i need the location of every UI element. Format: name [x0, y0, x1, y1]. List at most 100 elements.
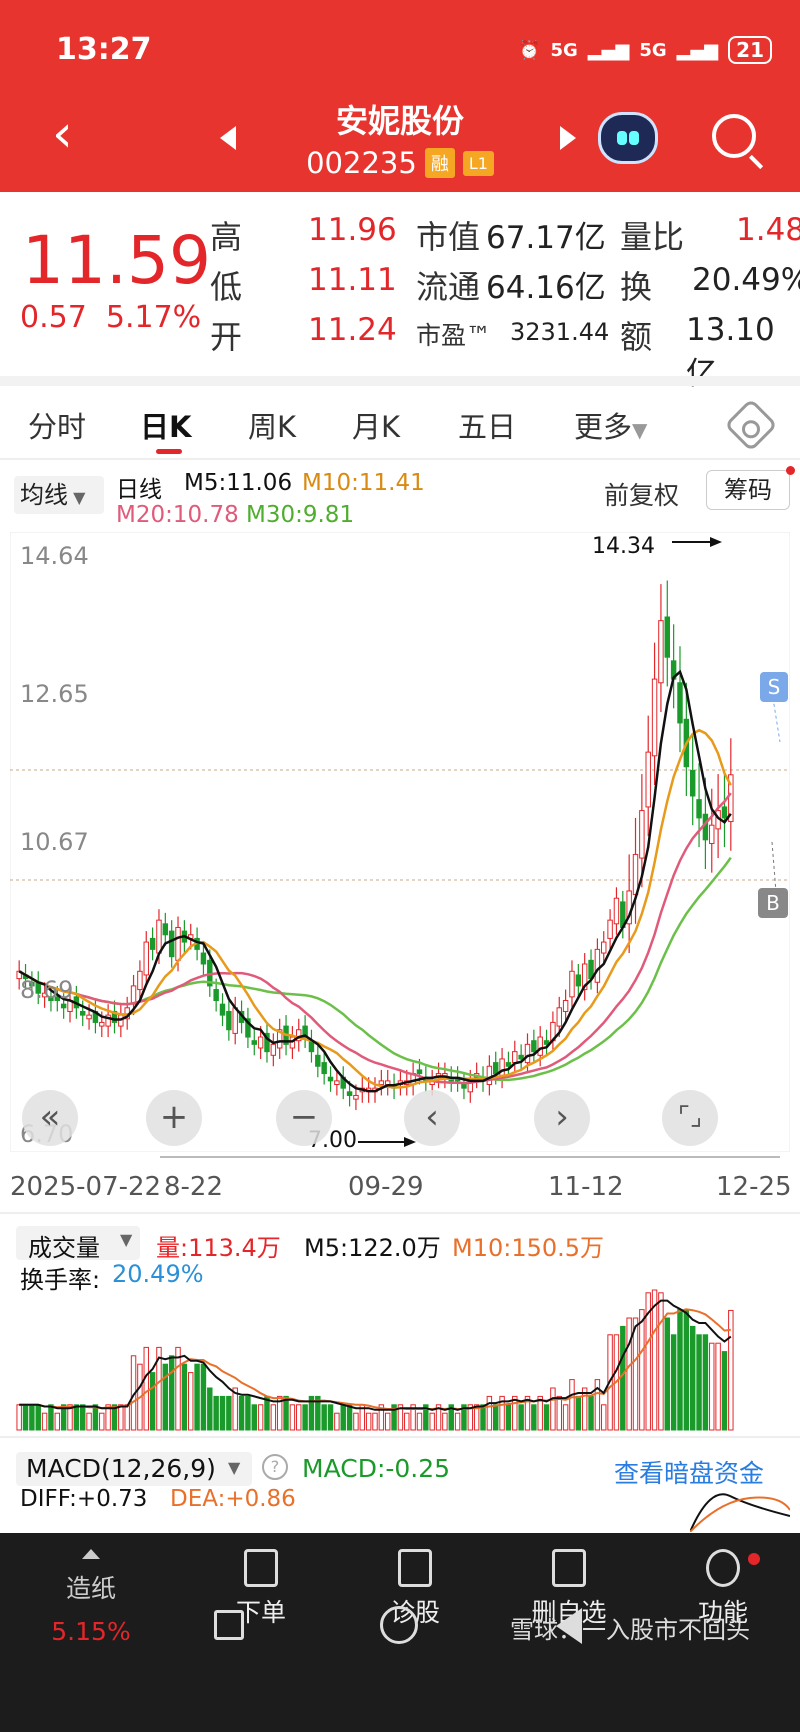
buy-marker[interactable]: B: [758, 888, 788, 918]
candle-body: [327, 1076, 334, 1082]
kline-chart[interactable]: [10, 532, 790, 1152]
volume-indicator-select[interactable]: [16, 1226, 140, 1260]
watermark: 雪球：一入股市不回头: [510, 1616, 750, 1644]
ma20-label: M20:10.78: [116, 502, 239, 528]
y-label-4: 8.69: [20, 976, 74, 1004]
order-button[interactable]: 下单: [206, 1549, 316, 1629]
chevron-down-icon: ▼: [228, 1458, 241, 1477]
recent-apps-icon[interactable]: [214, 1610, 244, 1640]
help-icon[interactable]: ?: [262, 1454, 288, 1480]
volume-bar: [48, 1404, 54, 1431]
volume-bar: [60, 1404, 67, 1431]
prev-stock-icon[interactable]: [220, 126, 236, 150]
notification-dot: [786, 466, 795, 475]
volume-bar: [651, 1289, 658, 1431]
indicator-select[interactable]: 均线 ▼: [14, 476, 104, 514]
volume-bar: [207, 1387, 213, 1431]
pe-value: 3231.44: [510, 318, 610, 346]
volume-bar: [92, 1404, 99, 1431]
volume-bar: [473, 1404, 480, 1431]
diagnose-icon: [398, 1549, 432, 1587]
candle-body: [200, 952, 207, 965]
next-stock-icon[interactable]: [560, 126, 576, 150]
active-tab-indicator: [156, 449, 182, 454]
volume-bar: [670, 1334, 677, 1431]
volume-bar: [73, 1404, 80, 1431]
tab-daily-k[interactable]: 日K: [140, 410, 192, 444]
back-icon[interactable]: ‹: [52, 104, 73, 164]
volume-bar: [569, 1379, 575, 1431]
search-icon[interactable]: [712, 114, 756, 158]
indicator-select-label: 均线: [20, 481, 68, 509]
tab-five-day[interactable]: 五日: [458, 410, 517, 444]
assistant-robot-icon[interactable]: [598, 112, 658, 164]
status-icons: ⏰ 5G ▂▄▆ 5G ▂▄▆ 21: [518, 36, 772, 64]
macd-diff-line: [690, 1493, 790, 1532]
tab-monthly-k[interactable]: 月K: [352, 410, 401, 444]
scroll-right-icon[interactable]: ›: [534, 1090, 590, 1146]
candle-body: [54, 996, 61, 1002]
volume-bar: [124, 1404, 130, 1431]
nav-back-icon[interactable]: [556, 1608, 582, 1644]
volume-bar: [308, 1395, 315, 1431]
y-label-2: 12.65: [20, 680, 89, 708]
candle-body: [226, 1010, 232, 1031]
scroll-left-icon[interactable]: ‹: [404, 1090, 460, 1146]
candle-body: [416, 1069, 423, 1075]
candle-body: [581, 963, 588, 991]
volume-bar: [594, 1379, 601, 1431]
volume-bar: [86, 1412, 92, 1431]
candle-body: [728, 774, 734, 823]
volume-bar: [149, 1372, 156, 1431]
volume-bar: [524, 1395, 531, 1431]
fullscreen-icon[interactable]: ⌜⌟: [662, 1090, 718, 1146]
volume-bar: [219, 1395, 226, 1431]
battery-indicator: 21: [728, 36, 772, 64]
macd-indicator-select[interactable]: [16, 1452, 252, 1486]
functions-button[interactable]: 功能: [668, 1549, 778, 1629]
scroll-left-fast-icon[interactable]: «: [22, 1090, 78, 1146]
market-cap-label: 市值: [416, 218, 481, 256]
volume-bar: [454, 1412, 461, 1431]
level-tag[interactable]: L1: [462, 150, 494, 176]
zoom-out-icon[interactable]: −: [276, 1090, 332, 1146]
high-label: 高: [210, 218, 243, 256]
tab-weekly-k[interactable]: 周K: [248, 410, 297, 444]
volume-m5: M5:122.0万: [304, 1234, 441, 1262]
candle-body: [658, 620, 664, 684]
candle-body: [270, 1043, 277, 1056]
candle-body: [219, 1003, 226, 1016]
chip-distribution-button[interactable]: 筹码: [706, 470, 790, 510]
volume-bar: [200, 1363, 207, 1431]
candle-body: [86, 1014, 92, 1020]
float-cap-label: 流通: [416, 268, 481, 306]
sell-marker[interactable]: S: [760, 672, 788, 702]
candle-body: [486, 1065, 493, 1086]
adjust-label[interactable]: 前复权: [604, 481, 680, 510]
zoom-in-icon[interactable]: +: [146, 1090, 202, 1146]
tab-more[interactable]: 更多▼: [574, 404, 647, 446]
volume-bar: [270, 1404, 277, 1431]
candle-body: [296, 1029, 302, 1042]
dark-pool-link[interactable]: 查看暗盘资金: [614, 1459, 765, 1488]
volume-bar: [664, 1317, 671, 1431]
volume-bar: [543, 1404, 550, 1431]
home-icon[interactable]: [380, 1606, 418, 1644]
tab-intraday[interactable]: 分时: [28, 410, 87, 444]
candle-body: [709, 824, 715, 844]
kline-chart-frame: [10, 532, 790, 1152]
candle-body: [613, 897, 620, 925]
settings-icon[interactable]: [724, 398, 778, 452]
volume-bar: [639, 1309, 645, 1431]
volume-chart[interactable]: [10, 1280, 790, 1434]
sector-button[interactable]: 造纸 5.15%: [36, 1549, 146, 1646]
volume-bar: [302, 1404, 308, 1431]
volume-bar: [423, 1404, 429, 1431]
candle-body: [251, 1040, 257, 1045]
buy-marker-line: [771, 841, 777, 893]
volume-m5-line: [19, 1299, 732, 1411]
date-label-4: 11-12: [548, 1172, 624, 1202]
volume-bar: [276, 1395, 283, 1431]
candle-body: [575, 974, 582, 987]
volume-m10-line: [19, 1308, 731, 1411]
